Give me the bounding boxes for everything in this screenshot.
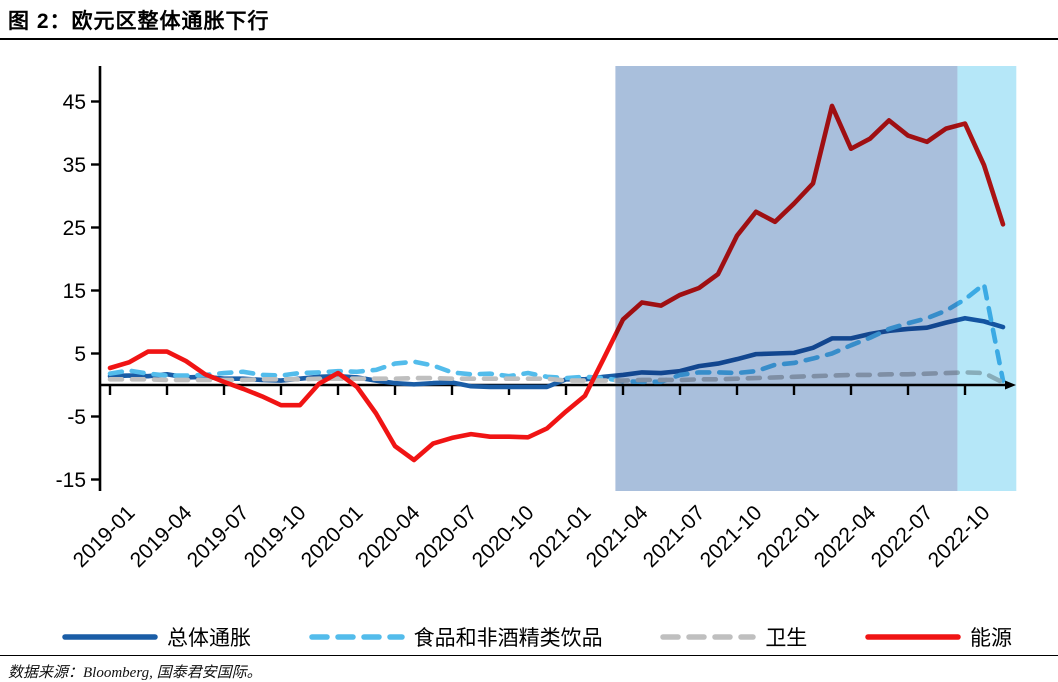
x-tick-label: 2019-01 xyxy=(69,501,140,572)
legend-item: 食品和非酒精类饮品 xyxy=(308,622,603,652)
x-tick-label: 2022-01 xyxy=(753,501,824,572)
legend-label: 食品和非酒精类饮品 xyxy=(413,626,603,650)
legend-line-sample xyxy=(660,634,757,640)
legend-label: 总体通胀 xyxy=(167,626,251,650)
x-tick-label: 2021-07 xyxy=(639,501,710,572)
chart-legend: 总体通胀 食品和非酒精类饮品 卫生 能源 xyxy=(62,620,1012,654)
legend-line-sample xyxy=(308,634,405,640)
x-tick-label: 2020-01 xyxy=(297,501,368,572)
legend-line-sample xyxy=(62,634,158,640)
series-卫生 xyxy=(107,370,1006,385)
legend-label: 能源 xyxy=(969,626,1012,650)
highlight-region-1 xyxy=(615,66,958,491)
x-tick-label: 2019-04 xyxy=(126,501,197,572)
x-tick-label: 2022-07 xyxy=(867,501,938,572)
x-tick-label: 2022-10 xyxy=(924,501,995,572)
footer-divider xyxy=(0,655,1058,656)
y-tick-label: 5 xyxy=(74,343,86,366)
y-tick-label: 45 xyxy=(63,91,86,114)
x-tick-label: 2021-10 xyxy=(696,501,767,572)
y-tick-label: -15 xyxy=(56,469,86,492)
legend-item: 卫生 xyxy=(660,622,807,652)
x-tick-label: 2020-04 xyxy=(354,501,425,572)
x-tick-label: 2020-07 xyxy=(411,501,482,572)
highlight-region-2 xyxy=(957,66,1017,491)
x-tick-label: 2020-10 xyxy=(468,501,539,572)
y-tick-label: -5 xyxy=(67,406,86,429)
legend-item: 能源 xyxy=(865,622,1012,652)
x-tick-label: 2022-04 xyxy=(810,501,881,572)
title-divider xyxy=(0,38,1058,40)
figure-title: 图 2：欧元区整体通胀下行 xyxy=(8,10,270,33)
legend-item: 总体通胀 xyxy=(62,622,251,652)
x-tick-label: 2021-04 xyxy=(582,501,653,572)
x-tick-label: 2021-01 xyxy=(525,501,596,572)
x-tick-label: 2019-07 xyxy=(183,501,254,572)
y-tick-label: 15 xyxy=(63,280,86,303)
chart-canvas: 45 35 25 15 5 -5 -15 2019-012019-042019-072019-… xyxy=(56,66,1017,572)
inflation-line-chart: 45 35 25 15 5 -5 -15 2019-01 2019-04 2019-07 2019-… xyxy=(0,52,1058,612)
y-tick-label: 25 xyxy=(63,217,86,240)
x-tick-label: 2019-10 xyxy=(240,501,311,572)
legend-line-sample xyxy=(865,634,961,640)
legend-label: 卫生 xyxy=(765,626,808,650)
data-source-note: 数据来源：Bloomberg, 国泰君安国际。 xyxy=(8,665,262,681)
y-tick-label: 35 xyxy=(63,154,86,177)
